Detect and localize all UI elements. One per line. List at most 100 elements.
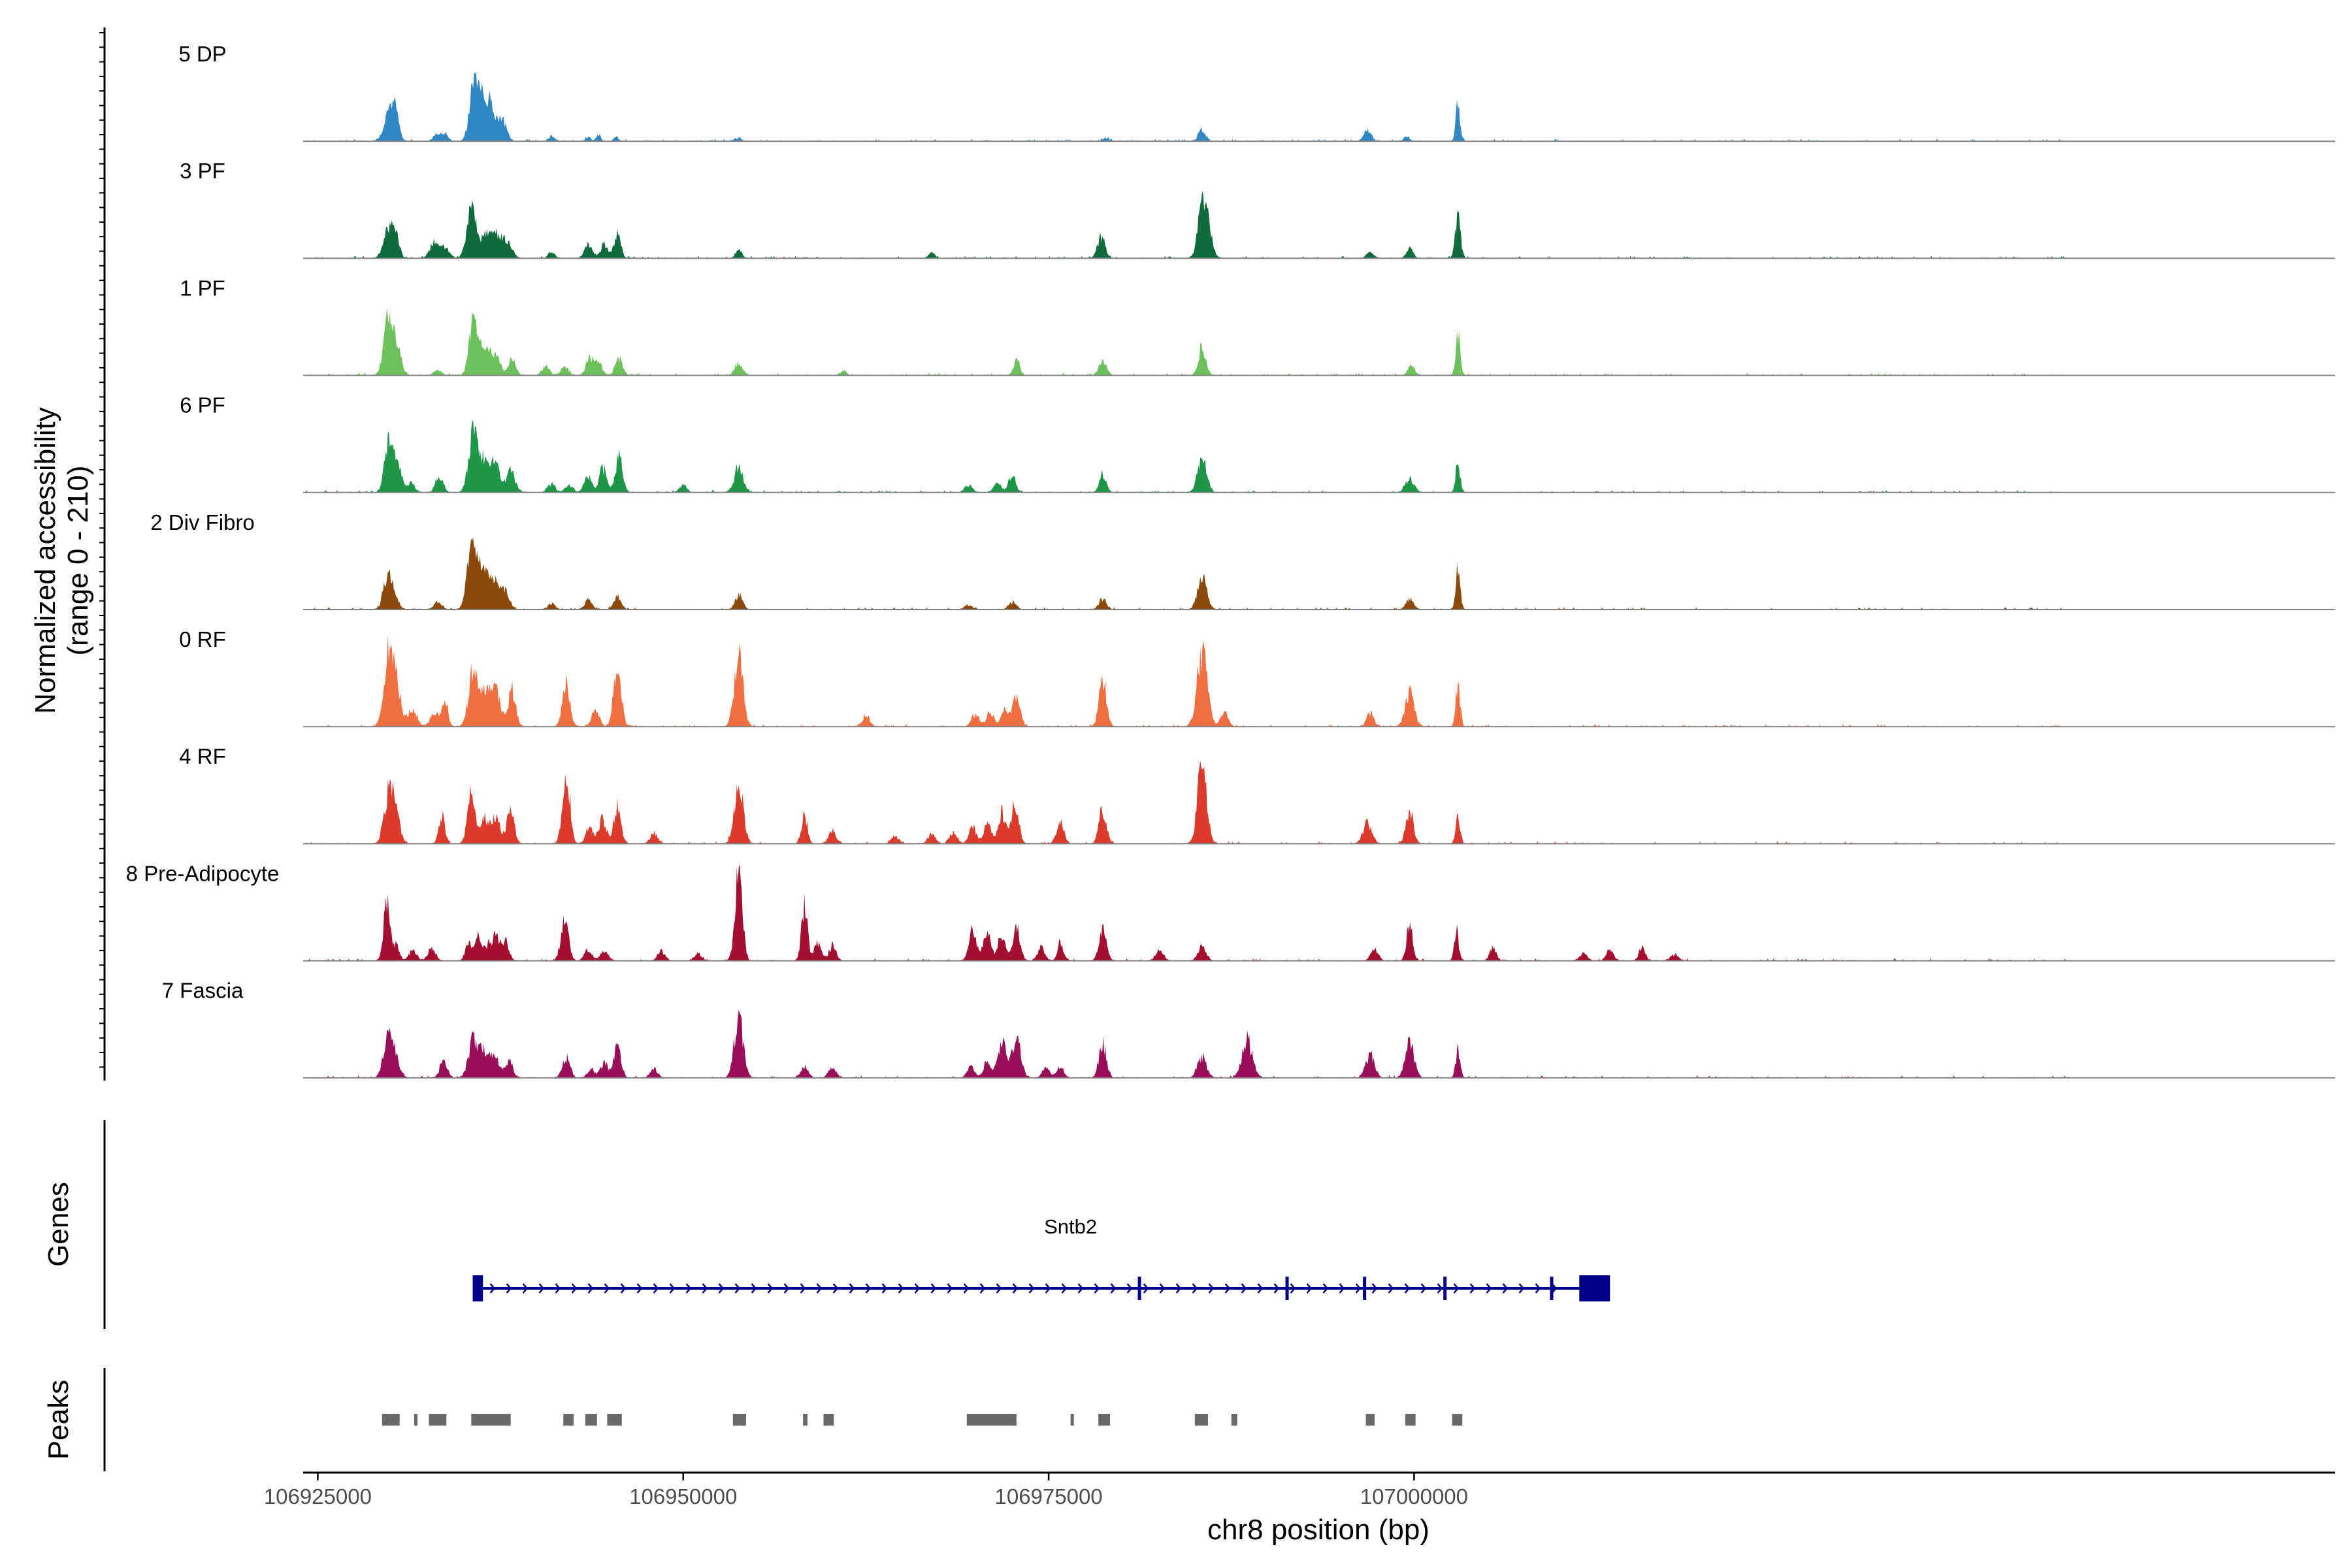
- track-2: 3 PF: [180, 159, 2335, 259]
- strand-arrow: [702, 1283, 708, 1294]
- strand-arrow: [767, 1283, 774, 1294]
- strand-arrow: [669, 1283, 676, 1294]
- strand-arrow: [1420, 1283, 1427, 1294]
- coverage-tracks: 5 DP 3 PF 1 PF 6 PF 2 Div Fibro 0 RF 4 RF 8 Pre…: [126, 42, 2335, 1079]
- strand-arrow: [996, 1283, 1002, 1294]
- gene-exon: [1137, 1277, 1141, 1300]
- strand-arrow: [783, 1283, 790, 1294]
- strand-arrow: [816, 1283, 823, 1294]
- peak-region: [823, 1414, 834, 1426]
- track-label: 5 DP: [178, 42, 226, 66]
- peak-region: [732, 1414, 746, 1426]
- strand-arrow: [587, 1283, 594, 1294]
- strand-arrow: [1126, 1283, 1133, 1294]
- strand-arrow: [1192, 1283, 1198, 1294]
- track-label: 2 Div Fibro: [150, 510, 255, 534]
- strand-arrow: [898, 1283, 904, 1294]
- strand-arrow: [506, 1283, 512, 1294]
- strand-arrow: [751, 1283, 757, 1294]
- strand-arrow: [1306, 1283, 1313, 1294]
- peak-region: [1452, 1414, 1463, 1426]
- strand-arrow: [914, 1283, 921, 1294]
- strand-arrow: [620, 1283, 627, 1294]
- strand-arrow: [1388, 1283, 1394, 1294]
- strand-arrow: [1077, 1283, 1084, 1294]
- peak-region: [803, 1414, 808, 1426]
- peak-region: [607, 1414, 622, 1426]
- peak-region: [382, 1414, 400, 1426]
- peak-region: [1098, 1414, 1111, 1426]
- coverage-area: [304, 420, 2066, 493]
- strand-arrow: [1094, 1283, 1100, 1294]
- strand-arrow: [881, 1283, 888, 1294]
- y-axis-label: Normalized accessibility: [29, 407, 61, 713]
- gene-exon: [1443, 1277, 1447, 1300]
- strand-arrow: [1404, 1283, 1411, 1294]
- strand-arrow: [1159, 1283, 1166, 1294]
- x-axis-ticks: 106925000 106950000 106975000 107000000: [264, 1473, 1468, 1509]
- coverage-area: [304, 864, 2066, 961]
- strand-arrow: [718, 1283, 725, 1294]
- coverage-area: [304, 634, 2066, 727]
- strand-arrow: [1028, 1283, 1035, 1294]
- strand-arrow: [571, 1283, 578, 1294]
- track-4: 6 PF: [180, 393, 2335, 493]
- y-axis-range: (range 0 - 210): [62, 465, 94, 655]
- peak-region: [1231, 1414, 1237, 1426]
- strand-arrow: [1241, 1283, 1247, 1294]
- strand-arrow: [1518, 1283, 1525, 1294]
- coverage-y-ticks: [99, 32, 105, 1068]
- peaks-panel-label: Peaks: [42, 1380, 74, 1460]
- track-5: 2 Div Fibro: [150, 510, 2335, 610]
- track-label: 1 PF: [180, 276, 225, 300]
- strand-arrow: [1257, 1283, 1264, 1294]
- track-label: 3 PF: [180, 159, 225, 183]
- track-label: 4 RF: [179, 744, 226, 768]
- track-8: 8 Pre-Adipocyte: [126, 861, 2335, 962]
- strand-arrow: [522, 1283, 529, 1294]
- x-tick-label: 107000000: [1360, 1484, 1468, 1509]
- track-label: 6 PF: [180, 393, 225, 417]
- coverage-area: [304, 760, 2066, 844]
- strand-arrow: [1322, 1283, 1329, 1294]
- strand-arrow: [489, 1283, 496, 1294]
- x-axis-label: chr8 position (bp): [1207, 1514, 1429, 1546]
- track-3: 1 PF: [180, 276, 2335, 376]
- strand-arrow: [1502, 1283, 1509, 1294]
- gene-name-label: Sntb2: [1044, 1215, 1097, 1238]
- strand-arrow: [653, 1283, 659, 1294]
- strand-arrow: [555, 1283, 561, 1294]
- gene-exon: [1550, 1277, 1554, 1300]
- strand-arrow: [1535, 1283, 1541, 1294]
- strand-arrow: [1045, 1283, 1051, 1294]
- track-label: 8 Pre-Adipocyte: [126, 861, 280, 885]
- coverage-area: [304, 308, 2066, 376]
- strand-arrow: [1061, 1283, 1068, 1294]
- strand-arrow: [1290, 1283, 1296, 1294]
- coverage-area: [304, 71, 2066, 142]
- strand-arrow: [865, 1283, 872, 1294]
- x-tick-label: 106975000: [994, 1484, 1102, 1509]
- coverage-area: [304, 191, 2066, 259]
- gene-exon: [1285, 1277, 1289, 1300]
- track-label: 0 RF: [179, 627, 226, 651]
- strand-arrow: [1208, 1283, 1215, 1294]
- peak-region: [471, 1414, 511, 1426]
- strand-arrow: [1224, 1283, 1231, 1294]
- strand-arrow: [734, 1283, 741, 1294]
- strand-arrow: [636, 1283, 643, 1294]
- x-tick-label: 106950000: [629, 1484, 737, 1509]
- peak-region: [1405, 1414, 1416, 1426]
- strand-arrow: [1355, 1283, 1362, 1294]
- strand-arrow: [1453, 1283, 1460, 1294]
- strand-arrow: [1143, 1283, 1149, 1294]
- gene-track: Sntb2: [472, 1215, 1610, 1301]
- peak-region: [563, 1414, 574, 1426]
- gene-exon: [1579, 1275, 1610, 1301]
- genes-panel-label: Genes: [42, 1182, 74, 1267]
- strand-arrow: [800, 1283, 806, 1294]
- coverage-area: [304, 537, 2066, 610]
- strand-arrow: [1437, 1283, 1443, 1294]
- strand-arrow: [1175, 1283, 1182, 1294]
- strand-arrow: [1012, 1283, 1019, 1294]
